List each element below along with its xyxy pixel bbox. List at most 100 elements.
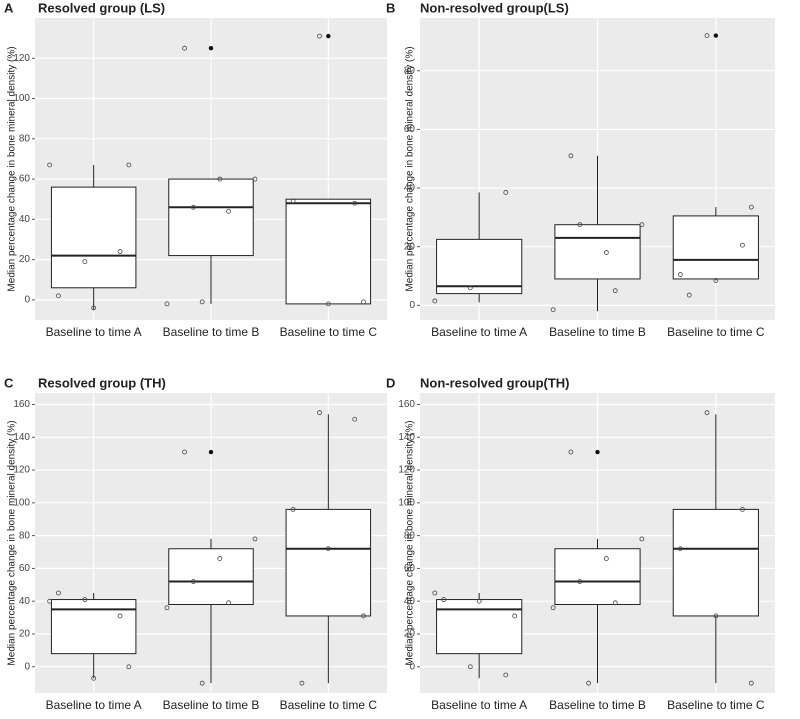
data-point [467,285,473,291]
data-point [677,546,683,552]
panel-label: D [386,375,395,390]
y-axis-label: Median percentage change in bone mineral… [7,46,18,291]
x-tick-label: Baseline to time C [280,325,378,339]
data-point [476,598,482,604]
chart-title: Resolved group (LS) [38,0,165,15]
box [554,548,641,605]
outlier [208,46,214,51]
data-point [713,613,719,619]
data-point [704,33,710,38]
data-point [713,278,719,283]
box [285,508,372,617]
box [672,508,759,617]
x-tick-label: Baseline to time C [280,698,378,712]
data-point [612,288,618,294]
y-axis-label: Median percentage change in bone mineral… [405,46,416,291]
data-point [56,590,61,596]
y-tick-label: 40 [404,183,416,194]
data-point [748,204,754,210]
data-point [217,176,223,182]
x-tick-label: Baseline to time B [549,698,646,712]
data-point [117,613,123,619]
y-tick-label: 20 [404,629,416,640]
y-tick-label: 160 [398,399,415,410]
data-point [577,222,583,228]
data-point [748,680,754,686]
data-point [550,307,556,313]
x-tick-label: Baseline to time A [431,698,527,712]
data-point [126,664,132,670]
x-tick-label: Baseline to time B [549,325,646,339]
data-point [441,597,447,602]
y-tick-label: 100 [398,497,415,508]
data-point [352,416,358,422]
outlier [595,449,600,455]
data-point [586,680,592,686]
box [50,186,137,289]
data-point [512,613,518,619]
y-tick-label: 40 [404,596,416,607]
data-point [568,449,574,455]
y-tick-label: 120 [13,53,30,64]
y-tick-label: 0 [409,661,415,672]
y-tick-label: 80 [404,65,416,76]
y-tick-label: 20 [19,254,31,265]
y-tick-label: 140 [398,432,415,443]
data-point [91,675,97,681]
data-point [190,579,196,584]
data-point [252,536,258,542]
y-axis-label: Median percentage change in bone mineral… [405,420,416,665]
data-point [199,680,205,686]
chart-title: Non-resolved group(LS) [420,0,569,15]
box [168,548,254,605]
y-tick-label: 140 [13,432,30,443]
data-point [740,506,745,512]
data-point [603,556,609,561]
chart-title: Non-resolved group(TH) [420,375,570,390]
data-point [361,299,366,305]
data-point [352,200,358,206]
data-point [47,162,53,168]
data-point [226,208,232,214]
x-tick-label: Baseline to time C [667,325,765,339]
data-point [432,590,438,596]
data-point [503,672,509,678]
data-point [612,600,618,606]
panel-label: B [386,0,395,15]
data-point [550,605,556,611]
data-point [290,198,296,204]
y-axis-label: Median percentage change in bone mineral… [7,420,18,665]
data-point [503,190,509,195]
data-point [577,579,583,584]
data-point [299,680,305,686]
y-tick-label: 60 [404,563,416,574]
y-tick-label: 0 [24,295,30,306]
x-tick-label: Baseline to time C [667,698,765,712]
outlier [208,449,214,455]
y-tick-label: 40 [19,214,31,225]
y-tick-label: 40 [19,596,31,607]
data-point [91,305,97,311]
y-tick-label: 60 [19,563,31,574]
x-tick-label: Baseline to time B [163,325,260,339]
y-tick-label: 120 [13,465,30,476]
box [168,178,254,257]
data-point [740,242,745,248]
data-point [164,301,170,307]
box [50,599,137,655]
y-tick-label: 120 [398,465,415,476]
data-point [686,292,692,298]
x-tick-label: Baseline to time A [46,698,142,712]
x-tick-label: Baseline to time B [163,698,260,712]
data-point [182,449,188,455]
y-tick-label: 0 [24,661,30,672]
data-point [117,249,123,254]
x-tick-label: Baseline to time A [431,325,527,339]
box [285,198,372,305]
data-point [226,600,232,606]
panel-label: C [4,375,14,390]
data-point [82,259,88,265]
data-point [164,605,170,611]
data-point [325,301,331,307]
